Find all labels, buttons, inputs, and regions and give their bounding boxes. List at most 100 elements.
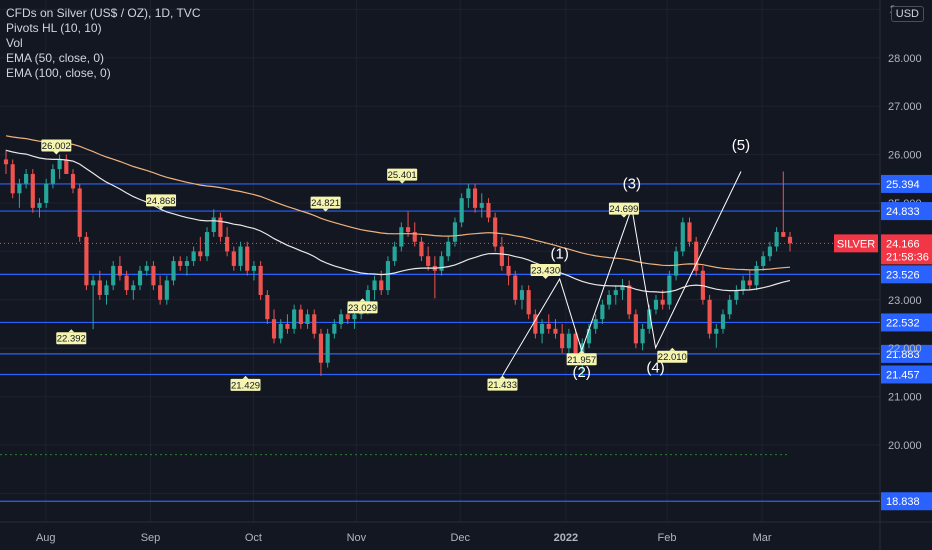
candle[interactable] (385, 256, 391, 295)
candle[interactable] (640, 324, 645, 351)
candle[interactable] (513, 270, 518, 305)
candle[interactable] (653, 294, 659, 315)
candle[interactable] (667, 270, 672, 310)
candle[interactable] (204, 227, 210, 262)
candle[interactable] (30, 169, 35, 213)
candle[interactable] (278, 319, 283, 344)
candle[interactable] (44, 178, 49, 208)
candle[interactable] (24, 169, 29, 189)
elliott-wave-path[interactable] (502, 171, 742, 376)
candle[interactable] (533, 309, 538, 339)
candle[interactable] (432, 256, 437, 299)
candle[interactable] (767, 241, 772, 262)
candle[interactable] (218, 212, 223, 242)
candle[interactable] (714, 324, 719, 348)
candle[interactable] (305, 309, 310, 329)
candle[interactable] (50, 164, 55, 189)
candle[interactable] (439, 251, 444, 276)
candle[interactable] (620, 278, 625, 300)
candle[interactable] (97, 270, 102, 300)
candle[interactable] (84, 232, 89, 291)
legend-vol[interactable]: Vol (6, 36, 23, 50)
candle[interactable] (627, 280, 632, 320)
candle[interactable] (674, 246, 679, 281)
candle[interactable] (573, 328, 578, 358)
candle[interactable] (694, 236, 699, 276)
candle[interactable] (560, 324, 565, 354)
candle[interactable] (258, 261, 263, 300)
candle[interactable] (399, 222, 404, 252)
candle[interactable] (761, 251, 766, 271)
candle[interactable] (734, 285, 739, 305)
candle[interactable] (486, 198, 491, 223)
candle[interactable] (292, 304, 297, 334)
candle[interactable] (754, 261, 759, 291)
candle[interactable] (600, 299, 605, 324)
candle[interactable] (117, 256, 122, 281)
candle[interactable] (184, 256, 190, 276)
candle[interactable] (593, 314, 598, 334)
candle[interactable] (57, 154, 62, 179)
candle[interactable] (211, 209, 216, 237)
candle[interactable] (325, 328, 330, 368)
candle[interactable] (546, 314, 551, 334)
candle[interactable] (338, 309, 344, 329)
candle[interactable] (137, 265, 143, 291)
candle[interactable] (251, 261, 257, 281)
candle[interactable] (687, 217, 692, 247)
candle[interactable] (405, 211, 411, 237)
currency-button[interactable]: USD (890, 6, 924, 22)
candle[interactable] (164, 275, 169, 305)
candle[interactable] (178, 256, 183, 271)
legend-ema50[interactable]: EMA (50, close, 0) (6, 51, 105, 65)
candle[interactable] (318, 328, 324, 376)
candle[interactable] (124, 270, 129, 295)
candle[interactable] (77, 183, 82, 242)
candle[interactable] (419, 236, 424, 262)
candle[interactable] (727, 294, 732, 320)
candle[interactable] (265, 290, 270, 324)
candle[interactable] (64, 154, 69, 174)
candle[interactable] (198, 236, 203, 262)
candle[interactable] (774, 227, 779, 252)
candle[interactable] (747, 270, 752, 291)
candle[interactable] (332, 319, 337, 339)
candle[interactable] (472, 183, 478, 213)
candle[interactable] (271, 309, 277, 344)
candle[interactable] (660, 290, 665, 310)
candle[interactable] (479, 193, 484, 218)
candle[interactable] (231, 246, 236, 271)
candle[interactable] (459, 193, 464, 228)
candle[interactable] (781, 171, 786, 237)
candle[interactable] (104, 280, 109, 305)
candle[interactable] (298, 304, 303, 329)
candle[interactable] (633, 309, 638, 349)
candle[interactable] (70, 169, 76, 194)
candle[interactable] (446, 236, 451, 262)
candle[interactable] (372, 275, 377, 300)
candle[interactable] (506, 256, 511, 286)
legend-pivots[interactable]: Pivots HL (10, 10) (6, 21, 102, 35)
candle[interactable] (720, 309, 726, 334)
candle[interactable] (144, 261, 149, 276)
candle[interactable] (466, 183, 471, 208)
candle[interactable] (613, 285, 618, 305)
candle[interactable] (412, 222, 417, 247)
candle[interactable] (539, 319, 545, 344)
candle[interactable] (171, 256, 176, 286)
candle[interactable] (10, 159, 15, 199)
candle[interactable] (225, 227, 230, 257)
candle[interactable] (741, 275, 746, 295)
candle[interactable] (312, 309, 317, 339)
candle[interactable] (17, 178, 22, 208)
candle[interactable] (131, 280, 136, 300)
candle[interactable] (606, 290, 612, 310)
candle[interactable] (426, 246, 431, 271)
candle[interactable] (245, 241, 250, 276)
candle[interactable] (493, 212, 498, 252)
candle[interactable] (3, 149, 9, 174)
candle[interactable] (91, 275, 96, 330)
candle[interactable] (519, 285, 525, 310)
candle[interactable] (452, 217, 458, 247)
